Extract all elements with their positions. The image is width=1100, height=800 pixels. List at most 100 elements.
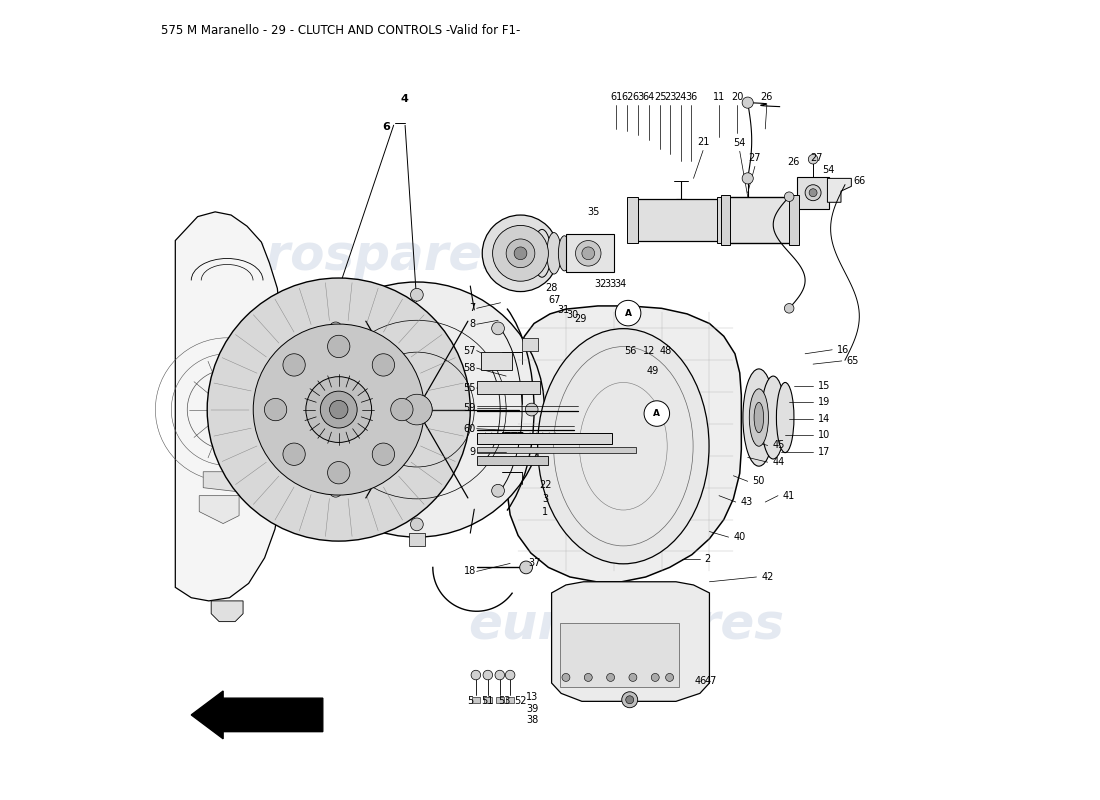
Text: eurospares: eurospares: [197, 233, 513, 281]
Text: 59: 59: [463, 403, 476, 413]
Circle shape: [492, 484, 505, 497]
Circle shape: [207, 278, 471, 541]
Circle shape: [808, 154, 818, 164]
Text: 6: 6: [383, 122, 390, 131]
Circle shape: [320, 391, 358, 428]
Circle shape: [626, 696, 634, 704]
Circle shape: [651, 674, 659, 682]
Circle shape: [289, 282, 544, 537]
Text: 61: 61: [610, 92, 623, 102]
Text: 63: 63: [632, 92, 645, 102]
Bar: [506, 697, 514, 703]
Bar: [476, 447, 636, 454]
Circle shape: [742, 97, 754, 108]
Text: 53: 53: [498, 696, 510, 706]
Circle shape: [784, 192, 794, 202]
Bar: [472, 697, 480, 703]
PathPatch shape: [551, 582, 710, 702]
Ellipse shape: [742, 369, 774, 466]
Text: 5: 5: [468, 696, 473, 706]
Text: 10: 10: [818, 430, 830, 440]
PathPatch shape: [175, 212, 280, 601]
Circle shape: [306, 377, 372, 442]
Text: 26: 26: [761, 92, 773, 102]
Text: 11: 11: [713, 92, 725, 102]
Text: 14: 14: [818, 414, 830, 424]
Circle shape: [621, 692, 638, 708]
Ellipse shape: [755, 402, 763, 433]
Text: 67: 67: [549, 294, 561, 305]
Circle shape: [482, 215, 559, 291]
Text: 13: 13: [526, 691, 539, 702]
Text: 34: 34: [614, 279, 626, 290]
PathPatch shape: [827, 178, 851, 202]
Text: 8: 8: [470, 319, 476, 330]
Text: 55: 55: [463, 383, 476, 393]
Circle shape: [519, 561, 532, 574]
Circle shape: [372, 354, 395, 376]
Text: 31: 31: [558, 305, 570, 315]
PathPatch shape: [296, 338, 312, 351]
Circle shape: [410, 518, 424, 530]
Text: 575 M Maranello - 29 - CLUTCH AND CONTROLS -Valid for F1-: 575 M Maranello - 29 - CLUTCH AND CONTRO…: [161, 24, 520, 37]
Circle shape: [330, 400, 348, 418]
Circle shape: [264, 398, 287, 421]
Text: 22: 22: [539, 480, 551, 490]
Text: 25: 25: [653, 92, 667, 102]
Circle shape: [514, 247, 527, 260]
PathPatch shape: [199, 496, 239, 523]
Text: 33: 33: [605, 279, 617, 290]
Ellipse shape: [547, 233, 561, 274]
Text: 64: 64: [642, 92, 654, 102]
Bar: [789, 195, 799, 245]
Circle shape: [328, 335, 350, 358]
Text: 44: 44: [772, 457, 784, 467]
Text: 51: 51: [482, 696, 494, 706]
Text: 58: 58: [463, 363, 476, 373]
Circle shape: [606, 674, 615, 682]
Text: A: A: [625, 309, 631, 318]
Circle shape: [493, 226, 549, 282]
Circle shape: [645, 401, 670, 426]
Text: 18: 18: [463, 566, 476, 577]
Text: 43: 43: [740, 497, 752, 507]
Text: 62: 62: [621, 92, 634, 102]
Text: 27: 27: [810, 154, 823, 163]
Text: 49: 49: [647, 366, 659, 376]
Circle shape: [253, 324, 425, 495]
Text: 50: 50: [752, 476, 764, 486]
Text: 46: 46: [694, 676, 707, 686]
PathPatch shape: [409, 534, 425, 546]
Circle shape: [629, 674, 637, 682]
Text: 21: 21: [697, 138, 710, 147]
Text: 57: 57: [463, 346, 476, 355]
Text: 16: 16: [837, 345, 849, 354]
Text: 48: 48: [659, 346, 671, 355]
Text: 7: 7: [470, 303, 476, 314]
Circle shape: [283, 443, 306, 466]
Text: 60: 60: [463, 424, 476, 434]
Bar: [476, 456, 549, 466]
Bar: [476, 433, 613, 444]
Circle shape: [492, 322, 505, 334]
Circle shape: [784, 303, 794, 313]
Circle shape: [283, 354, 306, 376]
Ellipse shape: [761, 376, 785, 459]
Circle shape: [328, 462, 350, 484]
Circle shape: [329, 322, 342, 334]
Bar: [798, 177, 829, 209]
Text: 41: 41: [783, 490, 795, 501]
Ellipse shape: [559, 236, 570, 271]
Circle shape: [506, 239, 535, 268]
Ellipse shape: [534, 230, 551, 278]
Text: 36: 36: [685, 92, 697, 102]
Circle shape: [390, 398, 412, 421]
Text: 45: 45: [772, 441, 784, 450]
Circle shape: [562, 674, 570, 682]
Text: 29: 29: [574, 314, 586, 325]
Circle shape: [582, 247, 595, 260]
Circle shape: [329, 484, 342, 497]
Bar: [565, 234, 614, 273]
Circle shape: [218, 400, 236, 419]
Circle shape: [410, 288, 424, 301]
